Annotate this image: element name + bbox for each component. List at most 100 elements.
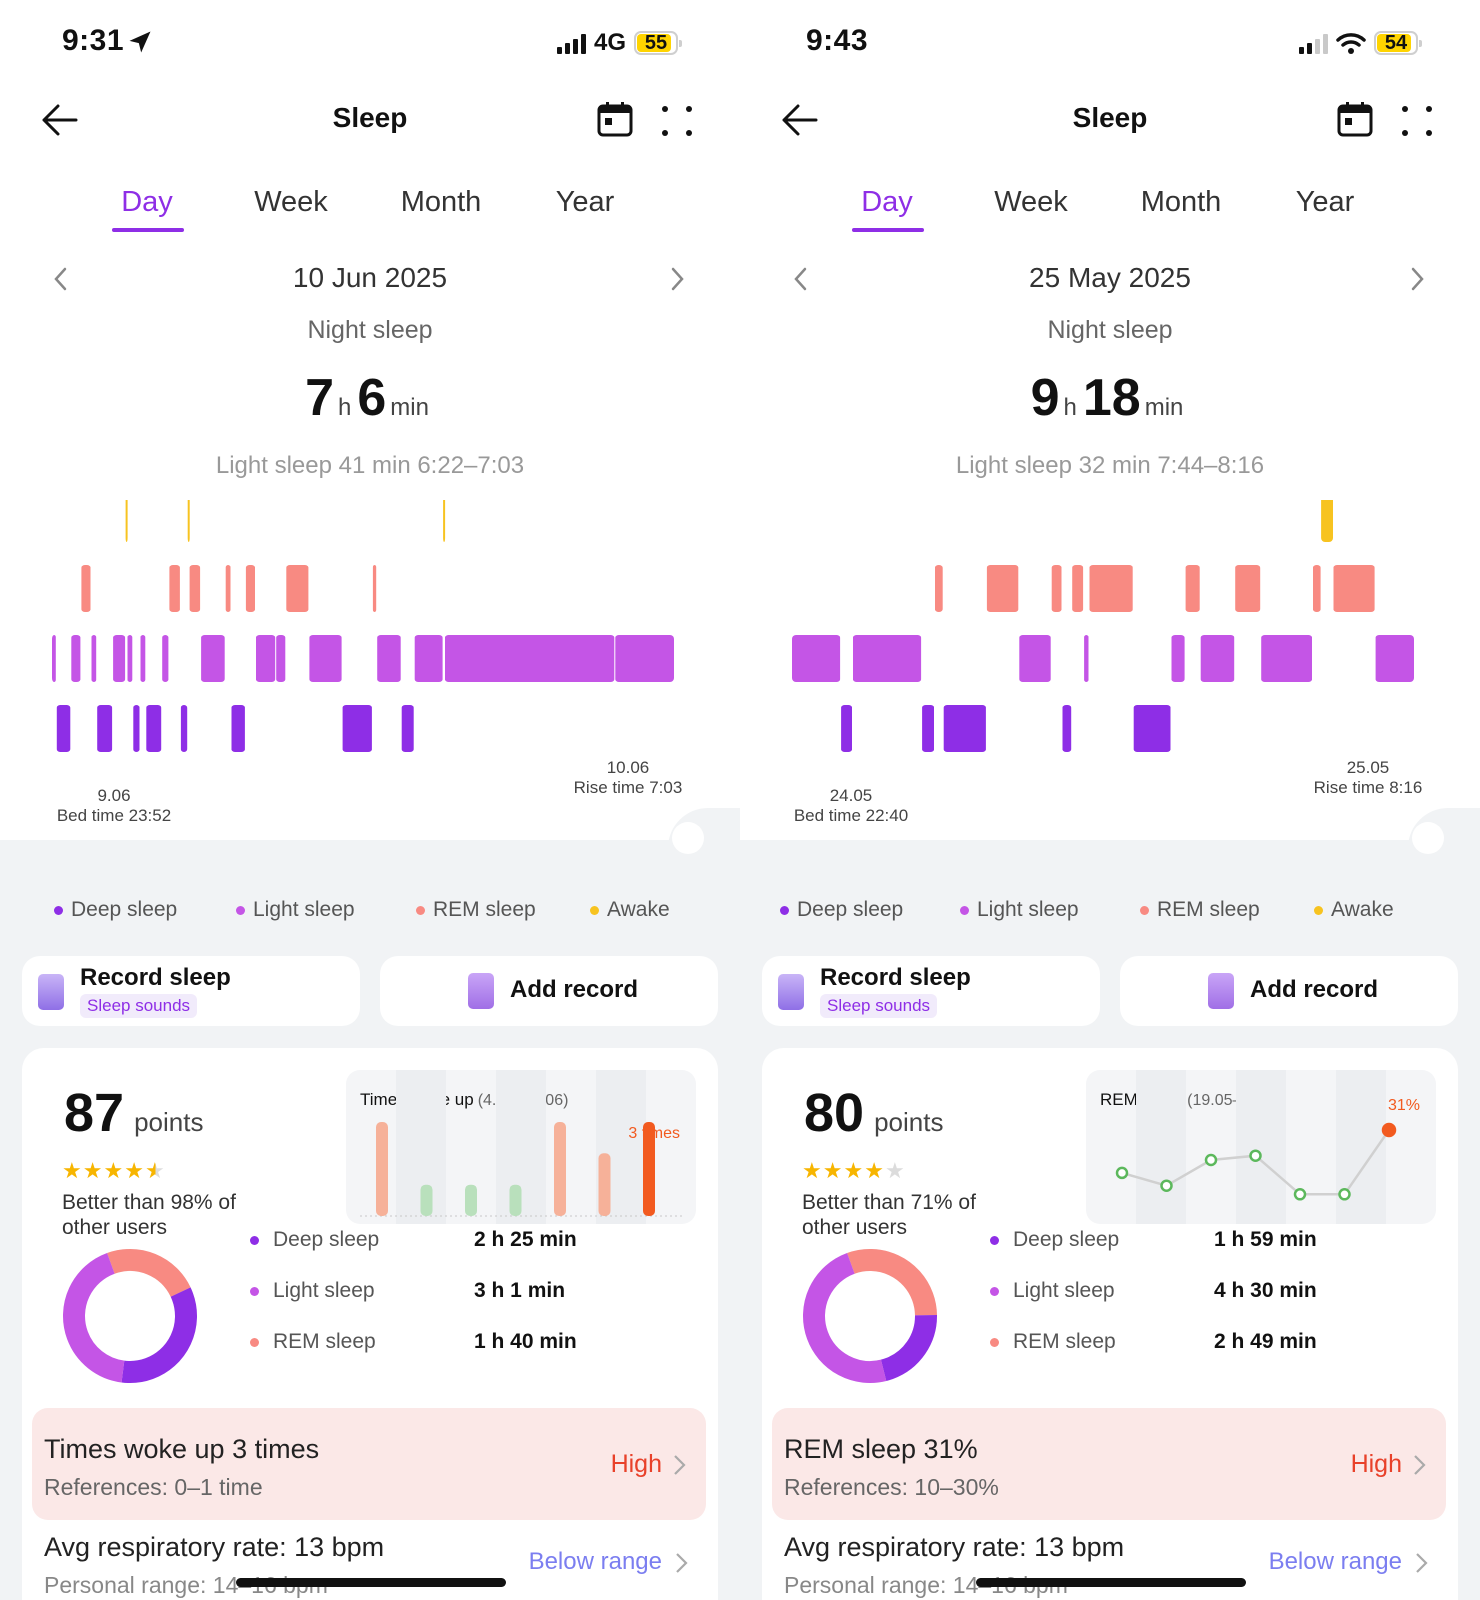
sleep-segment[interactable] — [1051, 565, 1062, 612]
mini-point[interactable] — [1160, 1179, 1173, 1192]
next-date-icon[interactable] — [662, 264, 692, 294]
sleep-stage-chart[interactable] — [792, 500, 1428, 775]
sleep-segment[interactable] — [187, 500, 190, 542]
record-sleep-button[interactable]: Record sleep Sleep sounds — [22, 956, 360, 1026]
tab-year[interactable]: Year — [1295, 186, 1355, 218]
mini-bar[interactable] — [420, 1184, 433, 1216]
tab-week[interactable]: Week — [994, 186, 1068, 218]
sleep-segment[interactable] — [1200, 635, 1235, 682]
sleep-segment[interactable] — [70, 635, 81, 682]
calendar-icon[interactable] — [1336, 100, 1374, 138]
home-indicator[interactable] — [236, 1578, 506, 1587]
mini-trend-chart[interactable]: REM sleep(19.05–25.05) 31% — [1086, 1070, 1436, 1224]
sleep-segment[interactable] — [145, 705, 162, 752]
sleep-segment[interactable] — [986, 565, 1019, 612]
chart-scrubber-handle[interactable] — [1412, 822, 1444, 854]
sleep-segment[interactable] — [132, 705, 140, 752]
record-sleep-button[interactable]: Record sleep Sleep sounds — [762, 956, 1100, 1026]
more-icon[interactable] — [660, 104, 694, 138]
sleep-segment[interactable] — [140, 635, 146, 682]
insight-alert[interactable]: Times woke up 3 times References: 0–1 ti… — [32, 1408, 706, 1520]
sleep-segment[interactable] — [125, 500, 128, 542]
sleep-segment[interactable] — [1234, 565, 1261, 612]
sleep-segment[interactable] — [1321, 500, 1333, 542]
home-indicator[interactable] — [976, 1578, 1246, 1587]
sleep-segment[interactable] — [372, 565, 377, 612]
sleep-segment[interactable] — [1018, 635, 1052, 682]
mini-point[interactable] — [1338, 1188, 1351, 1201]
sleep-segment[interactable] — [376, 635, 402, 682]
sleep-segment[interactable] — [255, 635, 276, 682]
mini-point[interactable] — [1293, 1188, 1307, 1201]
sleep-segment[interactable] — [1185, 565, 1201, 612]
mini-bar[interactable] — [509, 1184, 522, 1216]
sleep-segment[interactable] — [1312, 565, 1322, 612]
mini-bar[interactable] — [643, 1122, 655, 1216]
sleep-sounds-chip[interactable]: Sleep sounds — [820, 994, 938, 1018]
sleep-segment[interactable] — [444, 635, 615, 682]
tab-year[interactable]: Year — [555, 186, 615, 218]
mini-bar[interactable] — [376, 1122, 388, 1216]
sleep-segment[interactable] — [56, 705, 71, 752]
sleep-segment[interactable] — [1062, 705, 1072, 752]
sleep-segment[interactable] — [614, 635, 674, 682]
sleep-segment[interactable] — [1171, 635, 1185, 682]
sleep-segment[interactable] — [1133, 705, 1171, 752]
sleep-segment[interactable] — [308, 635, 343, 682]
tab-week[interactable]: Week — [254, 186, 328, 218]
back-arrow-icon[interactable] — [38, 98, 82, 142]
sleep-segment[interactable] — [1333, 565, 1376, 612]
prev-date-icon[interactable] — [46, 264, 76, 294]
sleep-segment[interactable] — [934, 565, 944, 612]
sleep-segment[interactable] — [200, 635, 226, 682]
sleep-segment[interactable] — [852, 635, 922, 682]
sleep-segment[interactable] — [414, 635, 444, 682]
sleep-segment[interactable] — [161, 635, 169, 682]
sleep-segment[interactable] — [921, 705, 935, 752]
mini-bar[interactable] — [598, 1153, 611, 1216]
prev-date-icon[interactable] — [786, 264, 816, 294]
mini-point[interactable] — [1204, 1153, 1218, 1167]
sleep-segment[interactable] — [275, 635, 286, 682]
sleep-segment[interactable] — [1260, 635, 1313, 682]
next-date-icon[interactable] — [1402, 264, 1432, 294]
sleep-segment[interactable] — [168, 565, 181, 612]
sleep-segment[interactable] — [112, 635, 126, 682]
sleep-segment[interactable] — [91, 635, 97, 682]
sleep-segment[interactable] — [443, 500, 446, 542]
sleep-segment[interactable] — [80, 565, 91, 612]
sleep-segment[interactable] — [285, 565, 309, 612]
mini-point[interactable] — [1381, 1122, 1397, 1138]
more-icon[interactable] — [1400, 104, 1434, 138]
add-record-button[interactable]: Add record — [380, 956, 718, 1026]
chart-scrubber-handle[interactable] — [672, 822, 704, 854]
sleep-segment[interactable] — [792, 635, 841, 682]
resp-rate-status[interactable]: Below range — [528, 1548, 662, 1575]
mini-point[interactable] — [1249, 1149, 1262, 1162]
sleep-segment[interactable] — [245, 565, 256, 612]
sleep-segment[interactable] — [52, 635, 57, 682]
tab-day[interactable]: Day — [121, 186, 173, 218]
sleep-segment[interactable] — [96, 705, 113, 752]
sleep-segment[interactable] — [1083, 635, 1089, 682]
insight-alert[interactable]: REM sleep 31% References: 10–30% High — [772, 1408, 1446, 1520]
sleep-stage-chart[interactable] — [52, 500, 688, 775]
mini-trend-chart[interactable]: Times woke up(4.06–10.06) 3 times — [346, 1070, 696, 1224]
sleep-segment[interactable] — [231, 705, 246, 752]
back-arrow-icon[interactable] — [778, 98, 822, 142]
sleep-segment[interactable] — [342, 705, 373, 752]
add-record-button[interactable]: Add record — [1120, 956, 1458, 1026]
tab-month[interactable]: Month — [400, 186, 482, 218]
sleep-segment[interactable] — [1375, 635, 1414, 682]
sleep-segment[interactable] — [1089, 565, 1134, 612]
calendar-icon[interactable] — [596, 100, 634, 138]
tab-day[interactable]: Day — [861, 186, 913, 218]
mini-bar[interactable] — [554, 1122, 566, 1216]
sleep-segment[interactable] — [840, 705, 853, 752]
resp-rate-status[interactable]: Below range — [1268, 1548, 1402, 1575]
sleep-segment[interactable] — [180, 705, 188, 752]
sleep-sounds-chip[interactable]: Sleep sounds — [80, 994, 198, 1018]
sleep-segment[interactable] — [943, 705, 987, 752]
mini-bar[interactable] — [465, 1184, 477, 1216]
sleep-segment[interactable] — [225, 565, 231, 612]
